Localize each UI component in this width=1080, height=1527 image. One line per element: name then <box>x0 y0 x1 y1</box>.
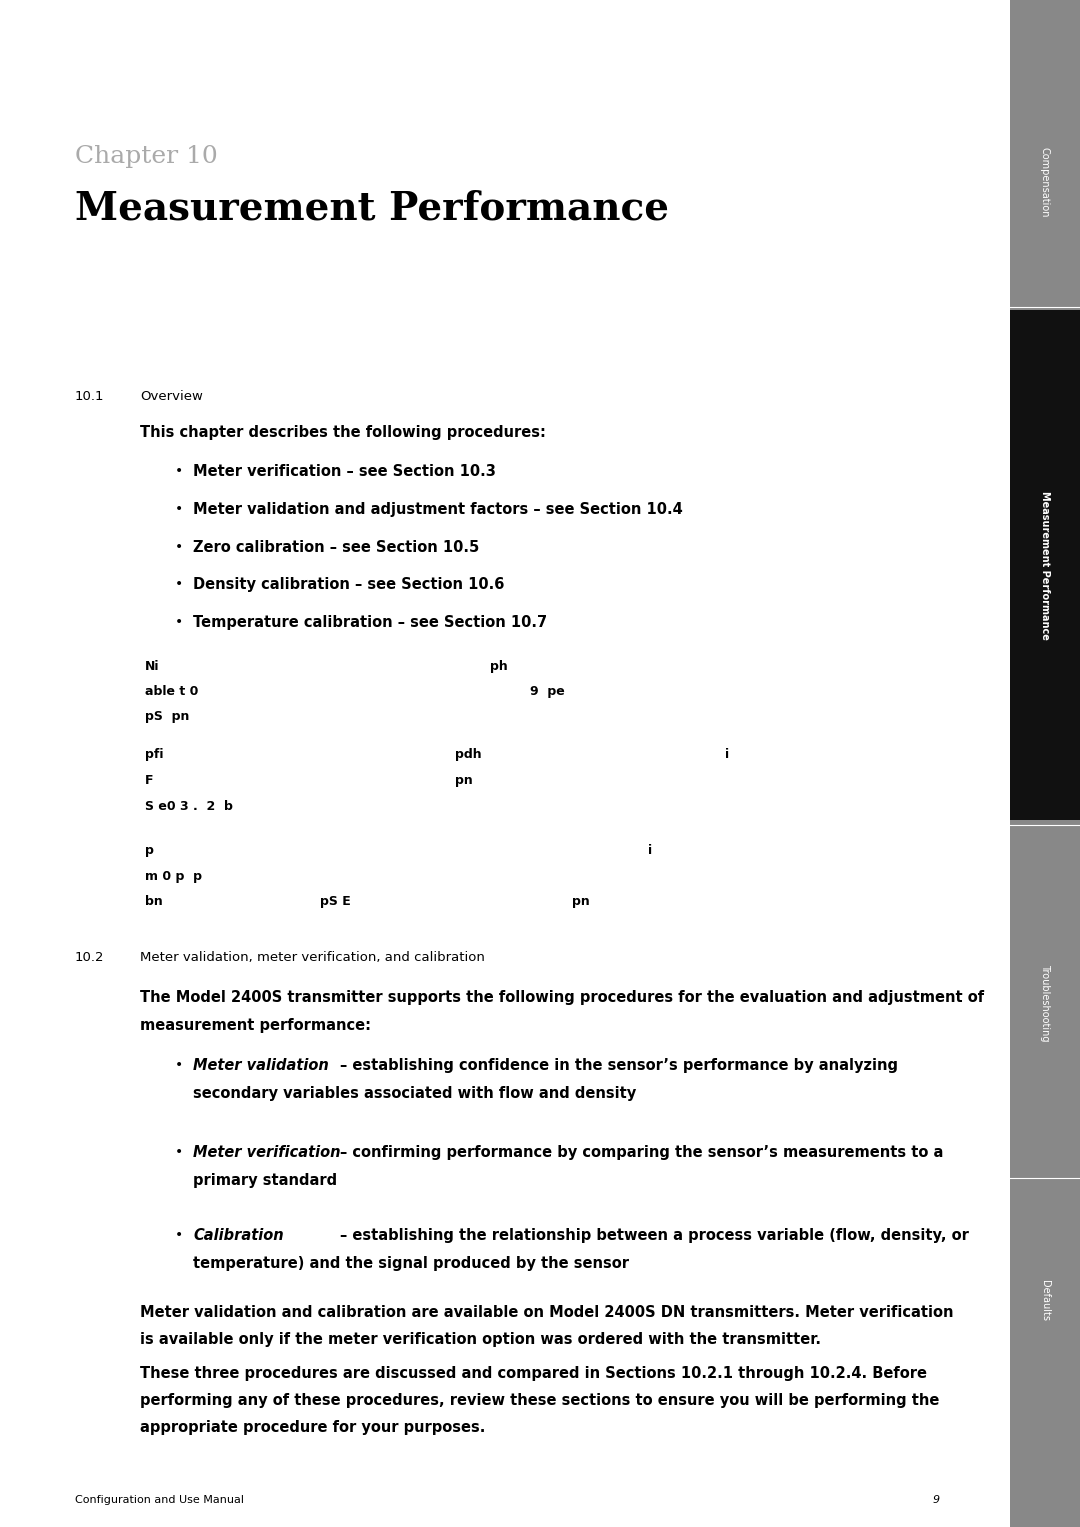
Text: F: F <box>145 774 153 786</box>
Text: Density calibration – see Section 10.6: Density calibration – see Section 10.6 <box>193 577 504 592</box>
Text: Ni: Ni <box>145 660 160 673</box>
Text: Meter validation, meter verification, and calibration: Meter validation, meter verification, an… <box>140 951 485 964</box>
Text: pS E: pS E <box>320 895 351 909</box>
Text: able t 0: able t 0 <box>145 686 199 698</box>
Text: i: i <box>725 748 729 760</box>
Text: i: i <box>648 844 652 857</box>
Text: •: • <box>175 1145 184 1159</box>
Text: Calibration: Calibration <box>193 1228 284 1243</box>
Text: Compensation: Compensation <box>1040 147 1050 218</box>
Text: measurement performance:: measurement performance: <box>140 1019 372 1032</box>
Text: •: • <box>175 502 184 516</box>
Text: is available only if the meter verification option was ordered with the transmit: is available only if the meter verificat… <box>140 1332 821 1347</box>
Text: Temperature calibration – see Section 10.7: Temperature calibration – see Section 10… <box>193 615 548 631</box>
Text: pS  pn: pS pn <box>145 710 189 722</box>
Text: •: • <box>175 541 184 554</box>
Text: Measurement Performance: Measurement Performance <box>75 189 669 228</box>
Text: 9  pe: 9 pe <box>530 686 565 698</box>
Text: S e0 3 .  2  b: S e0 3 . 2 b <box>145 800 233 812</box>
Text: pn: pn <box>572 895 590 909</box>
Text: p: p <box>145 844 153 857</box>
Text: Defaults: Defaults <box>1040 1280 1050 1321</box>
Text: – confirming performance by comparing the sensor’s measurements to a: – confirming performance by comparing th… <box>340 1145 943 1161</box>
Text: Meter verification: Meter verification <box>193 1145 340 1161</box>
Text: Overview: Overview <box>140 389 203 403</box>
Text: pfi: pfi <box>145 748 163 760</box>
Text: 9: 9 <box>933 1495 940 1506</box>
Text: – establishing the relationship between a process variable (flow, density, or: – establishing the relationship between … <box>340 1228 969 1243</box>
Text: Meter validation and adjustment factors – see Section 10.4: Meter validation and adjustment factors … <box>193 502 683 518</box>
Text: Meter validation: Meter validation <box>193 1058 328 1073</box>
Text: Meter validation and calibration are available on Model 2400S DN transmitters. M: Meter validation and calibration are ava… <box>140 1306 954 1319</box>
Text: Chapter 10: Chapter 10 <box>75 145 218 168</box>
Text: pn: pn <box>455 774 473 786</box>
Text: These three procedures are discussed and compared in Sections 10.2.1 through 10.: These three procedures are discussed and… <box>140 1367 927 1380</box>
Text: •: • <box>175 464 184 478</box>
Text: Troubleshooting: Troubleshooting <box>1040 964 1050 1041</box>
Text: m 0 p  p: m 0 p p <box>145 870 202 883</box>
Text: Meter verification – see Section 10.3: Meter verification – see Section 10.3 <box>193 464 496 479</box>
Text: ph: ph <box>490 660 508 673</box>
Text: •: • <box>175 1058 184 1072</box>
Text: •: • <box>175 615 184 629</box>
Bar <box>1010 0 1080 1527</box>
Text: – establishing confidence in the sensor’s performance by analyzing: – establishing confidence in the sensor’… <box>340 1058 897 1073</box>
Text: appropriate procedure for your purposes.: appropriate procedure for your purposes. <box>140 1420 485 1435</box>
Text: 10.1: 10.1 <box>75 389 105 403</box>
Text: •: • <box>175 577 184 591</box>
Text: secondary variables associated with flow and density: secondary variables associated with flow… <box>193 1086 636 1101</box>
Text: The Model 2400S transmitter supports the following procedures for the evaluation: The Model 2400S transmitter supports the… <box>140 989 984 1005</box>
Text: bn: bn <box>145 895 163 909</box>
Text: Zero calibration – see Section 10.5: Zero calibration – see Section 10.5 <box>193 541 480 554</box>
Text: 10.2: 10.2 <box>75 951 105 964</box>
Text: temperature) and the signal produced by the sensor: temperature) and the signal produced by … <box>193 1257 629 1270</box>
Text: pdh: pdh <box>455 748 482 760</box>
Text: This chapter describes the following procedures:: This chapter describes the following pro… <box>140 425 545 440</box>
Bar <box>1010 310 1080 820</box>
Text: Configuration and Use Manual: Configuration and Use Manual <box>75 1495 244 1506</box>
Text: performing any of these procedures, review these sections to ensure you will be : performing any of these procedures, revi… <box>140 1393 940 1408</box>
Text: Measurement Performance: Measurement Performance <box>1040 490 1050 640</box>
Text: •: • <box>175 1228 184 1241</box>
Text: primary standard: primary standard <box>193 1173 337 1188</box>
